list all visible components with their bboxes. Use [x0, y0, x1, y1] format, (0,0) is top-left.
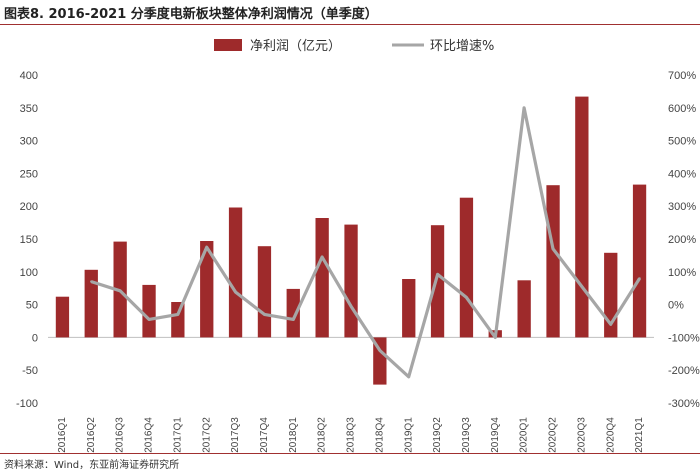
x-tick-2016Q4: 2016Q4 [144, 417, 155, 453]
x-tick-2020Q2: 2020Q2 [548, 417, 559, 453]
y-left-tick-400: 400 [20, 70, 38, 82]
bar-2020Q2 [546, 185, 560, 338]
y-left-tick--50: -50 [22, 365, 38, 377]
y-right-tick-700%: 700% [668, 70, 696, 82]
growth-point-2016Q2 [90, 280, 93, 283]
growth-point-2019Q4 [494, 336, 497, 339]
source-divider [0, 453, 700, 454]
growth-point-2018Q2 [320, 255, 324, 259]
x-tick-2017Q2: 2017Q2 [201, 417, 212, 453]
growth-point-2017Q4 [263, 313, 266, 316]
growth-point-2018Q3 [349, 305, 353, 308]
legend-label-growth: 环比增速% [430, 39, 494, 54]
growth-point-2017Q2 [205, 246, 208, 249]
y-left-tick--100: -100 [16, 398, 38, 410]
x-tick-2021Q1: 2021Q1 [634, 417, 645, 453]
x-tick-2019Q4: 2019Q4 [490, 417, 501, 453]
chart: 净利润（亿元） 环比增速% 2016Q1 2016Q2 2016Q3 2016Q4 20… [16, 39, 700, 453]
x-tick-2020Q1: 2020Q1 [519, 417, 530, 453]
bar-2017Q4 [257, 246, 272, 338]
y-right-tick-200%: 200% [668, 234, 696, 246]
growth-point-2019Q2 [436, 273, 439, 276]
growth-point-2020Q2 [551, 247, 555, 250]
bar-2016Q2 [84, 269, 98, 338]
growth-point-2018Q1 [292, 318, 295, 321]
bar-2017Q1 [171, 302, 185, 338]
y-left-tick-100: 100 [20, 267, 38, 279]
x-tick-2019Q3: 2019Q3 [461, 417, 472, 453]
y-right-tick--300%: -300% [668, 398, 700, 410]
legend-swatch-profit [214, 39, 242, 51]
growth-point-2020Q4 [609, 323, 612, 326]
bar-2020Q3 [575, 96, 589, 338]
x-axis-ticks: 2016Q1 2016Q2 2016Q3 2016Q4 2017Q1 2017Q2 2017… [57, 417, 645, 453]
bar-2019Q1 [402, 279, 416, 338]
y-right-tick-400%: 400% [668, 168, 696, 180]
y-right-tick-500%: 500% [668, 136, 696, 148]
x-tick-2017Q3: 2017Q3 [230, 417, 241, 453]
x-tick-2019Q1: 2019Q1 [403, 417, 414, 453]
y-left-tick-300: 300 [20, 136, 38, 148]
x-tick-2018Q3: 2018Q3 [346, 417, 357, 453]
legend: 净利润（亿元） 环比增速% [214, 39, 494, 54]
y-right-tick--200%: -200% [668, 365, 700, 377]
x-tick-2016Q2: 2016Q2 [86, 417, 97, 453]
y-left-tick-0: 0 [32, 332, 38, 344]
x-tick-2016Q1: 2016Q1 [57, 417, 68, 453]
growth-point-2020Q1 [522, 106, 526, 110]
line-series [90, 106, 641, 379]
bar-2017Q3 [228, 207, 243, 338]
x-tick-2018Q4: 2018Q4 [375, 417, 386, 453]
bar-2016Q4 [142, 284, 156, 338]
growth-point-2020Q3 [580, 285, 584, 288]
x-tick-2018Q1: 2018Q1 [288, 417, 299, 453]
y-left-tick-50: 50 [26, 300, 38, 312]
x-tick-2017Q1: 2017Q1 [173, 417, 184, 453]
y-right-tick-100%: 100% [668, 267, 696, 279]
y-right-tick-600%: 600% [668, 103, 696, 115]
growth-point-2018Q4 [378, 349, 382, 352]
bar-2019Q3 [459, 197, 474, 338]
growth-line [90, 106, 641, 379]
y-left-tick-350: 350 [20, 103, 38, 115]
growth-point-2017Q1 [176, 313, 180, 316]
bar-2017Q2 [200, 241, 214, 338]
bar-2019Q2 [430, 225, 445, 338]
growth-point-2021Q1 [638, 277, 641, 280]
source-note: 资料来源：Wind，东亚前海证券研究所 [4, 460, 180, 471]
growth-point-2017Q3 [234, 290, 237, 294]
chart-title: 图表8. 2016-2021 分季度电新板块整体净利润情况（单季度） [4, 7, 378, 22]
x-tick-2019Q2: 2019Q2 [432, 417, 443, 453]
y-left-tick-150: 150 [20, 234, 38, 246]
y-axis-right-ticks: -300% -200% -100% 0% 100% 200% 300% 400% 500% 600… [668, 70, 700, 410]
x-tick-2016Q3: 2016Q3 [115, 417, 126, 453]
title-divider [0, 24, 700, 25]
y-right-tick-300%: 300% [668, 201, 696, 213]
growth-point-2019Q1 [407, 375, 410, 378]
x-tick-2018Q2: 2018Q2 [317, 417, 328, 453]
y-right-tick--100%: -100% [668, 332, 700, 344]
growth-point-2019Q3 [465, 296, 468, 299]
bar-2020Q1 [517, 280, 531, 338]
y-right-tick-0%: 0% [668, 300, 684, 312]
growth-point-2016Q3 [118, 289, 122, 292]
bar-2021Q1 [632, 184, 647, 338]
bar-series [55, 96, 647, 385]
x-tick-2020Q4: 2020Q4 [605, 417, 616, 453]
growth-point-2016Q4 [147, 318, 151, 321]
bar-2018Q3 [344, 224, 358, 338]
y-axis-left-ticks: -100 -50 0 50 100 150 200 250 300 350 400 [16, 70, 38, 410]
legend-label-profit: 净利润（亿元） [250, 39, 341, 54]
x-tick-2020Q3: 2020Q3 [577, 417, 588, 453]
bar-2016Q1 [55, 296, 70, 338]
y-left-tick-250: 250 [20, 168, 38, 180]
bar-2018Q2 [315, 218, 329, 338]
y-left-tick-200: 200 [20, 201, 38, 213]
bar-2018Q1 [286, 288, 300, 338]
bar-2018Q4 [373, 337, 387, 385]
x-tick-2017Q4: 2017Q4 [259, 417, 270, 453]
